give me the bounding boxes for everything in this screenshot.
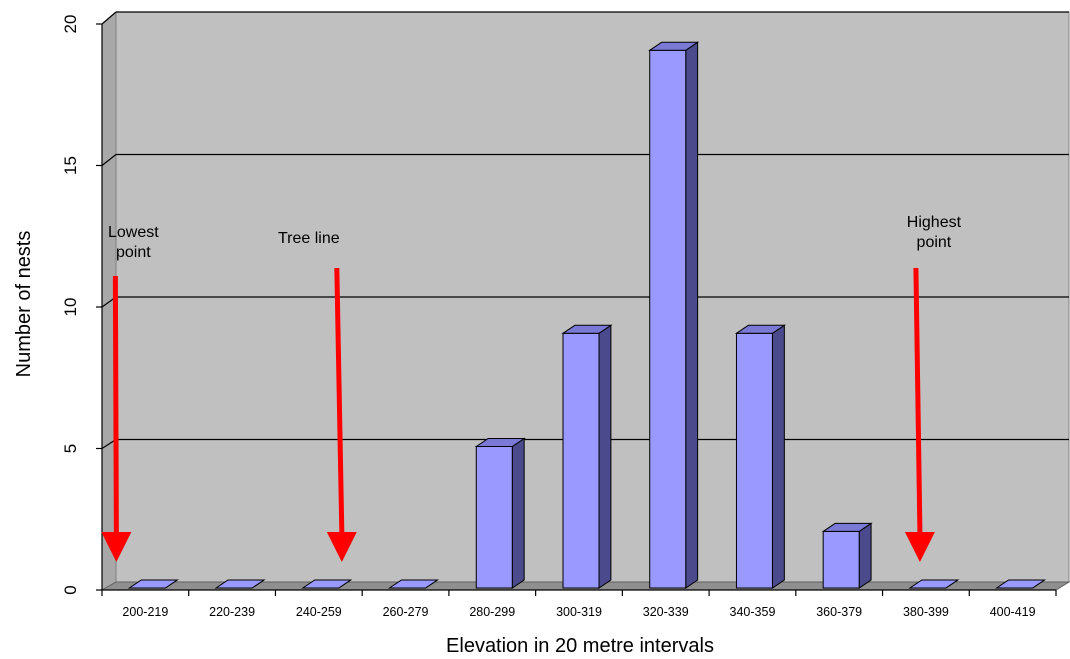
- annotation-text: Tree line: [278, 230, 340, 247]
- bar-top: [908, 579, 960, 589]
- x-tick-label: 200-219: [122, 605, 168, 619]
- bar-side: [771, 324, 785, 589]
- bar: [821, 522, 873, 589]
- bar: [648, 41, 700, 589]
- bar: [127, 579, 179, 589]
- x-tick-label: 380-399: [903, 605, 949, 619]
- gridline-side: [101, 154, 117, 166]
- bar: [561, 324, 613, 589]
- annotation: Highest point: [904, 214, 962, 562]
- annotation-text: Highest: [907, 214, 962, 231]
- x-tick-label: 260-279: [383, 605, 429, 619]
- bar-front: [475, 446, 513, 589]
- x-tick-label: 360-379: [816, 605, 862, 619]
- bar-top: [648, 41, 700, 51]
- bar-top: [561, 324, 613, 334]
- bar-side: [685, 41, 699, 589]
- bars: [127, 41, 1047, 589]
- annotation-arrow-shaft: [112, 275, 119, 533]
- annotation: Tree line: [278, 230, 357, 562]
- bar-side: [598, 324, 612, 589]
- bar: [387, 579, 440, 589]
- x-tick-label: 320-339: [643, 605, 689, 619]
- gridline-side: [101, 11, 117, 25]
- bar-top: [821, 522, 873, 532]
- bar-top: [127, 579, 179, 589]
- bar: [301, 579, 353, 589]
- bar-top: [734, 324, 786, 334]
- x-tick-label: 280-299: [469, 605, 515, 619]
- y-tick-label: 15: [61, 156, 80, 175]
- bar-side: [858, 522, 872, 589]
- annotation-arrow-shaft: [334, 267, 345, 533]
- axes: [96, 23, 1057, 596]
- annotations: Lowest point Tree line Highest point: [101, 214, 962, 562]
- x-axis-title: Elevation in 20 metre intervals: [446, 635, 714, 657]
- tick-labels: 0 5 10 15 20 200-219 220-239 240-259 260-279 280-…: [61, 15, 1036, 619]
- bar: [908, 579, 960, 589]
- bar: [994, 579, 1047, 589]
- annotation-text: point: [917, 234, 952, 251]
- bar-top: [387, 579, 440, 589]
- y-axis-title: Number of nests: [13, 231, 35, 378]
- x-tick-label: 300-319: [556, 605, 602, 619]
- y-tick-label: 10: [61, 298, 80, 317]
- bar-top: [214, 579, 266, 589]
- annotation-arrow-shaft: [913, 267, 923, 533]
- bar-front: [822, 530, 860, 589]
- annotation-arrow-head: [904, 532, 935, 562]
- bar-front: [735, 332, 773, 589]
- annotation-arrow-head: [326, 532, 357, 562]
- y-tick-label: 20: [61, 15, 80, 34]
- x-tick-label: 240-259: [296, 605, 342, 619]
- annotation: Lowest point: [101, 224, 159, 562]
- bar-top: [474, 438, 526, 447]
- annotation-arrow-head: [101, 532, 132, 562]
- bar: [474, 437, 526, 589]
- bar-top: [994, 579, 1047, 589]
- bar-front: [649, 49, 687, 589]
- y-tick-label: 0: [61, 585, 80, 594]
- annotation-text: Lowest: [108, 224, 159, 241]
- bar-top: [301, 579, 353, 589]
- annotation-text: point: [116, 244, 151, 261]
- bar-side: [511, 437, 525, 589]
- y-tick-label: 5: [61, 444, 80, 453]
- bar: [214, 579, 266, 589]
- bar-front: [562, 332, 600, 589]
- bar: [734, 324, 786, 589]
- x-tick-label: 340-359: [730, 605, 776, 619]
- x-tick-label: 400-419: [990, 605, 1036, 619]
- x-tick-label: 220-239: [209, 605, 255, 619]
